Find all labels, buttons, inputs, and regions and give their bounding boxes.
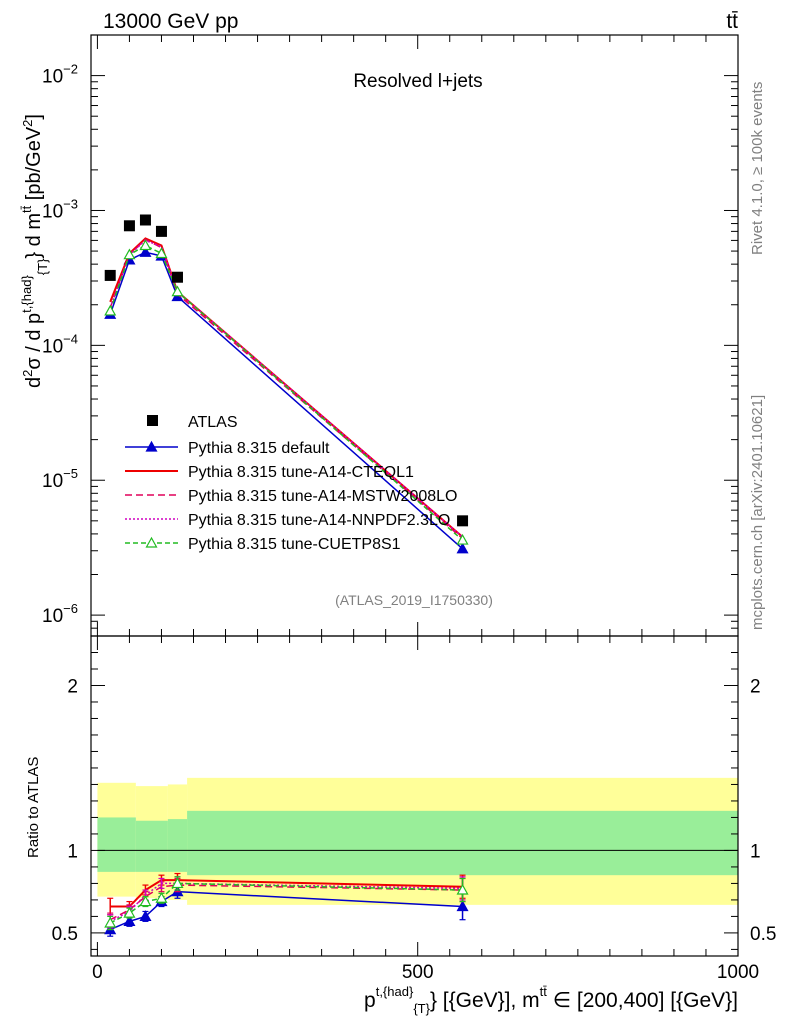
legend-label: ATLAS <box>188 414 238 431</box>
ratio-tick-label: 0.5 <box>750 924 776 945</box>
x-tick-label: 0 <box>92 962 103 983</box>
legend-marker-data <box>147 415 158 426</box>
y-axis-label: d2σ / d pt,{had}{T}} d mtt̄ [pb/GeV2] <box>19 114 50 388</box>
uncertainty-band-inner <box>135 820 168 872</box>
ratio-y-label: Ratio to ATLAS <box>25 757 42 858</box>
ratio-tick-label: 1 <box>750 841 761 862</box>
data-point <box>139 214 151 226</box>
rivet-label: Rivet 4.1.0, ≥ 100k events <box>749 82 766 255</box>
data-point <box>171 271 183 283</box>
data-point <box>155 225 167 237</box>
ratio-point <box>123 906 136 918</box>
y-tick-label: 10−6 <box>42 601 78 627</box>
ratio-point <box>123 915 136 926</box>
analysis-label: (ATLAS_2019_I1750330) <box>335 592 493 608</box>
uncertainty-band-inner <box>167 819 188 872</box>
process-label: tt̄ <box>726 10 738 33</box>
ratio-panel: 0 500 1000 0.5 0.5 1 1 2 2 <box>52 635 776 983</box>
uncertainty-band-inner <box>97 817 136 872</box>
series-point <box>123 248 136 260</box>
series-point <box>104 304 117 316</box>
uncertainty-band-inner <box>187 810 738 876</box>
y-tick-label: 10−5 <box>42 466 78 492</box>
series-point <box>456 533 469 545</box>
ratio-point <box>456 883 469 895</box>
x-tick-label: 500 <box>402 962 434 983</box>
x-axis-label: pt,{had}{T}} [{GeV}], mtt̄ ∈ [200,400] [… <box>364 984 738 1016</box>
svg-text:d2σ / d pt,{had}{T}} d mtt̄ [p: d2σ / d pt,{had}{T}} d mtt̄ [pb/GeV2] <box>19 114 50 388</box>
x-tick-label: 1000 <box>717 962 759 983</box>
series-line <box>109 244 464 541</box>
ratio-point <box>139 895 152 907</box>
ratio-point <box>104 916 117 928</box>
data-point <box>123 220 135 232</box>
series-point <box>171 285 184 297</box>
legend-label: Pythia 8.315 tune-CUETP8S1 <box>188 536 401 553</box>
series-line <box>109 251 464 550</box>
legend-label: Pythia 8.315 tune-A14-NNPDF2.3LO <box>188 512 450 529</box>
ratio-line <box>110 879 463 908</box>
ratio-tick-label: 2 <box>750 676 761 697</box>
ratio-point <box>155 892 168 903</box>
ratio-point <box>171 877 184 889</box>
data-point <box>457 515 469 527</box>
y-tick-label: 10−2 <box>42 62 78 88</box>
legend-marker <box>145 536 158 548</box>
ratio-tick-label: 2 <box>67 676 78 697</box>
legend-label: Pythia 8.315 default <box>188 440 330 457</box>
mcplots-label: mcplots.cern.ch [arXiv:2401.10621] <box>749 395 766 630</box>
y-tick-label: 10−3 <box>42 196 78 222</box>
y-tick-label: 10−4 <box>42 331 78 357</box>
plot-title: Resolved l+jets <box>353 71 482 92</box>
series-point <box>139 246 152 257</box>
legend-marker <box>145 440 158 452</box>
legend-label: Pythia 8.315 tune-A14-CTEQL1 <box>188 464 414 481</box>
series-point <box>456 542 469 554</box>
ratio-point <box>456 900 469 912</box>
legend: ATLAS Pythia 8.315 default Pythia 8.315 tu… <box>125 414 457 553</box>
ratio-frame <box>90 635 739 957</box>
legend-label: Pythia 8.315 tune-A14-MSTW2008LO <box>188 488 457 505</box>
ratio-tick-label: 0.5 <box>52 924 78 945</box>
series-line <box>109 239 464 538</box>
series-point <box>139 239 152 251</box>
energy-label: 13000 GeV pp <box>103 10 238 33</box>
ratio-tick-label: 1 <box>67 841 78 862</box>
ratio-point <box>139 910 152 922</box>
data-point <box>104 269 116 281</box>
ratio-line <box>109 884 463 921</box>
series-point <box>155 247 168 259</box>
